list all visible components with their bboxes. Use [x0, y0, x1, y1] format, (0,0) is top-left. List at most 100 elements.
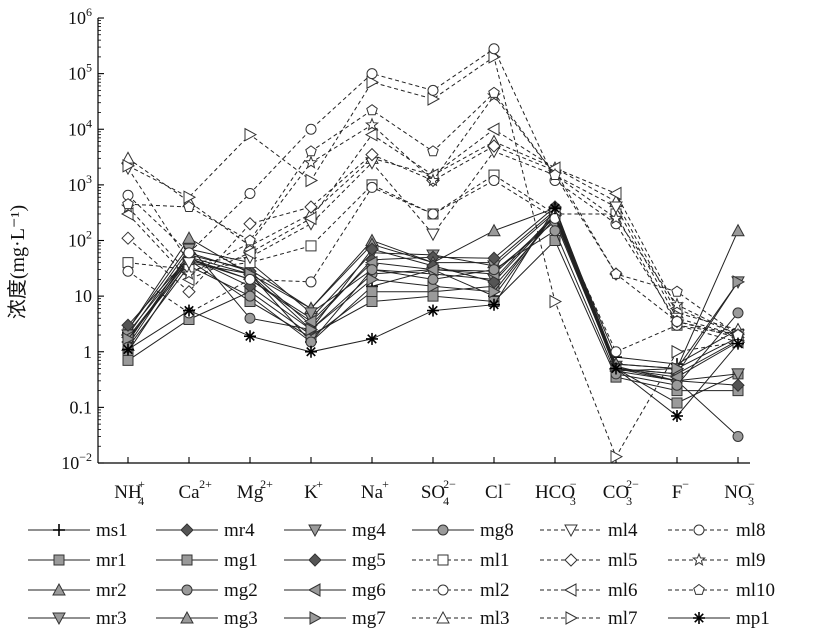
x-tick-label-base: K: [304, 482, 318, 503]
data-point: [244, 312, 256, 324]
x-tick-label-sup: 2−: [626, 477, 639, 491]
x-tick-label-sup: −: [748, 477, 755, 491]
legend-label: mg3: [224, 608, 258, 629]
legend-item-mg7: mg7: [284, 608, 386, 629]
series-line-ml7: [127, 56, 739, 458]
x-tick-label: K+: [304, 477, 323, 503]
data-point: [732, 307, 744, 319]
legend-marker: [564, 524, 578, 538]
data-point: [305, 336, 317, 348]
legend-label: mp1: [736, 608, 770, 629]
legend-label: mg4: [352, 520, 386, 541]
data-point: [364, 127, 378, 142]
x-tick-label-sup: −: [504, 477, 511, 491]
x-tick-label-sub: 3: [570, 494, 576, 508]
legend-item-mg3: mg3: [156, 608, 258, 629]
data-point: [732, 337, 744, 350]
data-point: [365, 147, 379, 162]
legend-item-ml2: ml2: [412, 580, 510, 601]
data-point: [549, 202, 561, 215]
data-point: [610, 449, 624, 464]
data-point: [731, 378, 745, 392]
legend-marker: [52, 582, 66, 596]
data-point: [427, 273, 439, 285]
legend-label: ml10: [736, 580, 775, 601]
data-point: [304, 307, 318, 320]
x-tick-label-base: F: [672, 482, 683, 503]
x-tick-label-base: CO: [603, 482, 629, 503]
data-point: [304, 155, 318, 169]
data-point: [486, 122, 500, 137]
data-point: [609, 201, 623, 215]
y-tick-label: 10−2: [61, 450, 92, 473]
legend-item-ml4: ml4: [540, 520, 638, 541]
legend-item-ml3: ml3: [412, 608, 510, 629]
data-point: [549, 235, 561, 246]
legend-item-mg2: mg2: [156, 580, 258, 601]
legend-item-ml9: ml9: [668, 550, 766, 571]
legend-marker: [181, 584, 193, 596]
data-point: [183, 190, 197, 205]
x-tick-label-sup: +: [382, 477, 389, 491]
data-point: [305, 345, 317, 358]
y-tick-label: 0.1: [70, 397, 93, 417]
data-point: [608, 186, 622, 201]
x-tick-label-sub: 4: [138, 494, 144, 508]
x-tick-label-sup: +: [316, 477, 323, 491]
legend-item-mr2: mr2: [28, 580, 127, 601]
y-tick-label: 104: [68, 116, 92, 139]
data-point: [366, 272, 380, 287]
legend-label: mr2: [96, 580, 127, 601]
data-point: [427, 208, 439, 220]
y-axis-label: 浓度(mg·L⁻¹): [6, 205, 29, 319]
x-tick-label-sup: 2−: [443, 477, 456, 491]
legend-label: ml2: [480, 580, 510, 601]
legend-marker: [307, 583, 321, 597]
data-point: [670, 297, 684, 311]
data-point: [426, 173, 440, 187]
legend-marker: [693, 612, 705, 624]
data-point: [487, 139, 501, 153]
legend-marker: [308, 553, 322, 567]
x-tick-label-sup: −: [570, 477, 577, 491]
data-point: [305, 240, 317, 252]
data-point: [244, 127, 258, 142]
data-point: [305, 322, 319, 337]
legend-marker: [180, 610, 194, 624]
x-tick-label: NO− 3: [724, 477, 755, 508]
x-tick-label: NH+4: [114, 477, 145, 508]
x-tick-label-base: Cl: [485, 482, 503, 503]
data-point: [366, 332, 378, 345]
data-point: [488, 174, 500, 186]
x-tick-label-sup: −: [682, 477, 689, 491]
legend-marker: [436, 610, 450, 624]
x-tick-label-sub: 3: [748, 494, 754, 508]
data-point: [244, 290, 256, 302]
data-point: [244, 187, 256, 199]
x-tick-label-base: Na: [361, 482, 384, 503]
legend-label: ml6: [608, 580, 638, 601]
x-tick-label-sup: 2+: [199, 477, 212, 491]
x-tick-label: Na +: [361, 477, 389, 503]
data-point: [731, 223, 745, 237]
data-point: [425, 262, 439, 277]
data-point: [488, 86, 500, 98]
legend-item-ml10: ml10: [668, 580, 775, 601]
x-tick-label-base: NO: [724, 482, 751, 503]
legend-item-mr3: mr3: [28, 608, 127, 629]
data-point: [549, 225, 561, 237]
legend-label: ms1: [96, 520, 128, 541]
data-point: [305, 145, 317, 157]
data-point: [122, 354, 134, 366]
data-point: [365, 117, 379, 131]
legend-marker: [53, 524, 65, 536]
x-tick-label-sup: 2+: [260, 477, 273, 491]
legend-label: ml4: [608, 520, 638, 541]
legend-label: ml8: [736, 520, 766, 541]
x-tick-label-base: SO: [421, 482, 445, 503]
legend-marker: [437, 554, 449, 566]
legend-item-mg1: mg1: [156, 550, 258, 571]
data-point: [427, 92, 441, 106]
legend-item-mg4: mg4: [284, 520, 386, 541]
